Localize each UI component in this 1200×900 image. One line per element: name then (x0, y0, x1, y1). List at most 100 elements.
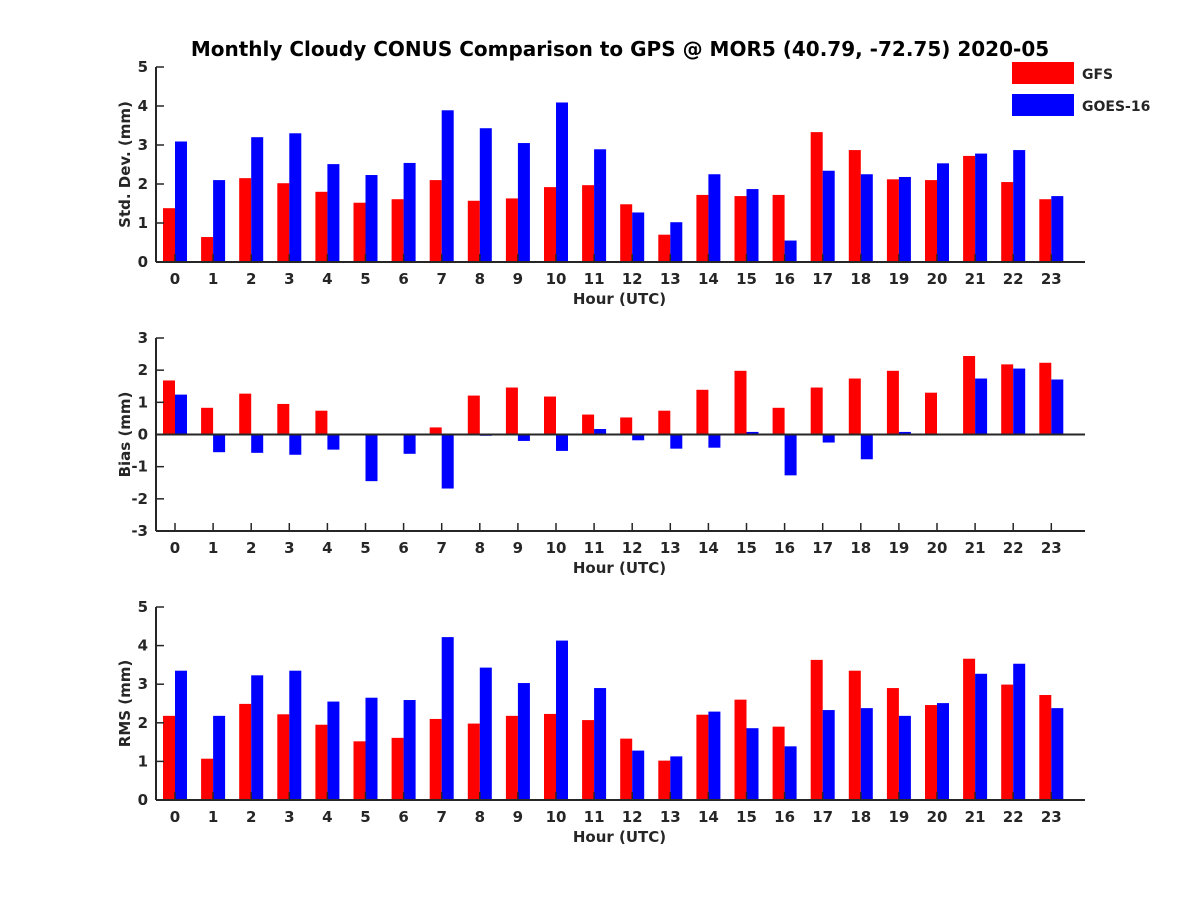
bias-xtick-label: 20 (927, 539, 948, 557)
bias-bar-goes16-16 (784, 434, 797, 476)
bias-xtick-label: 1 (208, 539, 218, 557)
bias-xtick-label: 16 (774, 539, 795, 557)
rms-bar-goes16-0 (175, 670, 187, 800)
stddev-bar-gfs-3 (277, 183, 290, 262)
rms-xtick-label: 15 (736, 808, 757, 826)
bias-bar-goes16-21 (975, 378, 988, 435)
stddev-bar-goes16-11 (594, 149, 607, 262)
rms-bar-gfs-13 (658, 760, 671, 800)
bias-xtick-label: 6 (398, 539, 408, 557)
rms-xtick-label: 4 (322, 808, 332, 826)
stddev-xtick-label: 2 (246, 270, 256, 288)
stddev-xtick-label: 16 (774, 270, 795, 288)
stddev-bar-gfs-12 (620, 204, 633, 262)
bias-bar-goes16-10 (556, 434, 568, 451)
bias-xtick-label: 0 (170, 539, 180, 557)
stddev-xtick-label: 7 (436, 270, 446, 288)
bias-bar-gfs-3 (277, 403, 290, 435)
stddev-xtick-label: 12 (622, 270, 643, 288)
rms-bar-gfs-1 (201, 758, 214, 800)
rms-ytick-label: 1 (138, 752, 148, 770)
bias-ytick-label: 1 (138, 393, 148, 411)
stddev-xtick-label: 19 (888, 270, 909, 288)
bias-bar-gfs-10 (544, 396, 556, 435)
bias-ytick-label: -2 (131, 490, 148, 508)
rms-bar-gfs-12 (620, 738, 633, 800)
stddev-bar-gfs-9 (505, 198, 518, 262)
bias-bar-gfs-11 (582, 414, 595, 435)
bias-xtick-label: 21 (965, 539, 986, 557)
rms-bar-gfs-8 (467, 723, 480, 800)
stddev-ytick-label: 4 (138, 97, 148, 115)
legend-swatch-gfs (1012, 62, 1074, 84)
bias-bar-gfs-15 (734, 370, 747, 435)
bias-xtick-label: 5 (360, 539, 370, 557)
rms-xtick-label: 1 (208, 808, 218, 826)
bias-bar-gfs-23 (1039, 362, 1052, 435)
stddev-bar-gfs-0 (163, 208, 175, 262)
bias-bar-goes16-17 (822, 434, 835, 443)
bias-bar-goes16-4 (327, 434, 340, 450)
bias-bar-gfs-21 (963, 356, 976, 435)
rms-bar-goes16-8 (479, 667, 492, 800)
bias-xtick-label: 3 (284, 539, 294, 557)
stddev-ylabel: Std. Dev. (mm) (116, 101, 134, 228)
stddev-bar-goes16-0 (175, 141, 187, 262)
rms-bar-goes16-18 (860, 708, 873, 800)
bias-xtick-label: 10 (546, 539, 567, 557)
rms-xtick-label: 14 (698, 808, 719, 826)
rms-bar-goes16-1 (213, 715, 226, 800)
stddev-xtick-label: 1 (208, 270, 218, 288)
rms-bar-goes16-7 (441, 637, 454, 800)
rms-xtick-label: 2 (246, 808, 256, 826)
rms-xtick-label: 10 (546, 808, 567, 826)
rms-ytick-label: 0 (138, 791, 148, 809)
stddev-bar-gfs-14 (696, 194, 709, 262)
stddev-bar-goes16-21 (975, 153, 988, 262)
chart-title: Monthly Cloudy CONUS Comparison to GPS @… (191, 37, 1049, 61)
rms-bar-gfs-19 (886, 688, 899, 800)
stddev-ytick-label: 5 (138, 58, 148, 76)
bias-bar-goes16-23 (1051, 379, 1064, 435)
bias-bar-gfs-13 (658, 410, 671, 435)
rms-bar-goes16-5 (365, 697, 378, 800)
rms-bar-gfs-15 (734, 699, 747, 800)
bias-bar-gfs-0 (163, 380, 175, 435)
rms-xtick-label: 11 (584, 808, 605, 826)
bias-bar-gfs-4 (315, 410, 328, 435)
rms-bar-goes16-22 (1013, 663, 1026, 800)
stddev-bar-gfs-17 (810, 132, 823, 262)
rms-ytick-label: 4 (138, 637, 148, 655)
stddev-xlabel: Hour (UTC) (573, 290, 666, 308)
stddev-bar-gfs-21 (963, 155, 976, 262)
stddev-bar-gfs-6 (391, 199, 404, 262)
stddev-bar-gfs-2 (239, 178, 252, 262)
stddev-bar-goes16-1 (213, 180, 226, 262)
legend: GFS GOES-16 (1012, 62, 1150, 116)
bias-bar-goes16-6 (403, 434, 416, 454)
bias-xtick-label: 23 (1041, 539, 1062, 557)
bias-bar-gfs-2 (239, 393, 252, 435)
rms-ytick-label: 5 (138, 598, 148, 616)
stddev-bar-goes16-19 (898, 176, 911, 262)
rms-bar-goes16-16 (784, 746, 797, 800)
stddev-xtick-label: 10 (546, 270, 567, 288)
rms-bar-goes16-14 (708, 711, 721, 800)
rms-bar-gfs-6 (391, 737, 404, 800)
bias-bar-goes16-5 (365, 434, 378, 482)
legend-label-goes16: GOES-16 (1082, 99, 1150, 115)
legend-swatch-goes16 (1012, 94, 1074, 116)
rms-xtick-label: 23 (1041, 808, 1062, 826)
stddev-bar-gfs-16 (772, 194, 785, 262)
rms-xtick-label: 22 (1003, 808, 1024, 826)
rms-xtick-label: 18 (850, 808, 871, 826)
stddev-bar-goes16-20 (937, 163, 949, 262)
rms-xtick-label: 13 (660, 808, 681, 826)
rms-bar-gfs-17 (810, 659, 823, 800)
stddev-xtick-label: 8 (475, 270, 485, 288)
rms-bar-gfs-18 (848, 670, 861, 800)
stddev-bar-gfs-15 (734, 196, 747, 262)
stddev-ytick-label: 1 (138, 214, 148, 232)
